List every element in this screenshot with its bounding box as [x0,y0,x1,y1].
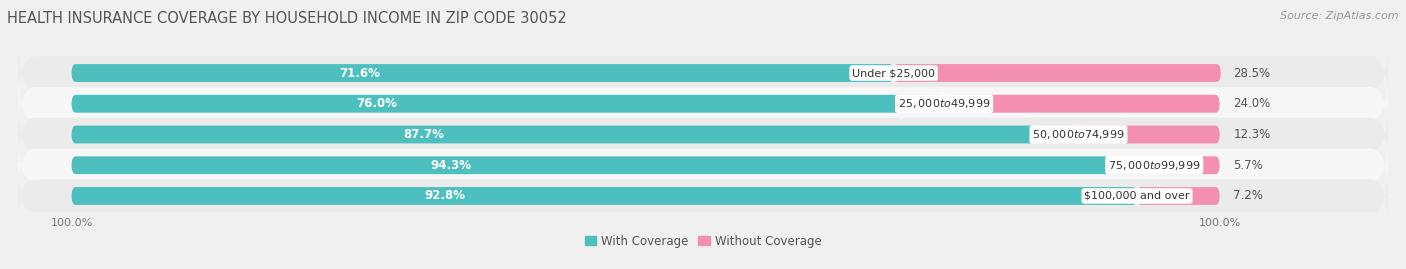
Text: 28.5%: 28.5% [1233,66,1271,80]
FancyBboxPatch shape [18,74,1388,133]
Text: $75,000 to $99,999: $75,000 to $99,999 [1108,159,1201,172]
Text: 100.0%: 100.0% [51,218,93,228]
Text: 87.7%: 87.7% [404,128,444,141]
FancyBboxPatch shape [72,64,894,82]
Text: 7.2%: 7.2% [1233,189,1264,203]
Text: 5.7%: 5.7% [1233,159,1263,172]
FancyBboxPatch shape [1154,156,1220,174]
FancyBboxPatch shape [18,167,1388,225]
FancyBboxPatch shape [18,44,1388,102]
FancyBboxPatch shape [1137,187,1220,205]
FancyBboxPatch shape [894,64,1220,82]
FancyBboxPatch shape [18,136,1388,195]
Text: 24.0%: 24.0% [1233,97,1271,110]
Legend: With Coverage, Without Coverage: With Coverage, Without Coverage [579,230,827,253]
FancyBboxPatch shape [945,95,1220,113]
Text: $25,000 to $49,999: $25,000 to $49,999 [898,97,990,110]
Text: $50,000 to $74,999: $50,000 to $74,999 [1032,128,1125,141]
Text: 100.0%: 100.0% [1198,218,1241,228]
FancyBboxPatch shape [18,105,1388,164]
Text: Under $25,000: Under $25,000 [852,68,935,78]
Text: 12.3%: 12.3% [1233,128,1271,141]
FancyBboxPatch shape [72,156,1154,174]
FancyBboxPatch shape [72,95,945,113]
Text: 76.0%: 76.0% [357,97,398,110]
Text: 92.8%: 92.8% [425,189,465,203]
FancyBboxPatch shape [72,126,1078,143]
Text: 71.6%: 71.6% [339,66,380,80]
Text: HEALTH INSURANCE COVERAGE BY HOUSEHOLD INCOME IN ZIP CODE 30052: HEALTH INSURANCE COVERAGE BY HOUSEHOLD I… [7,11,567,26]
Text: $100,000 and over: $100,000 and over [1084,191,1189,201]
Text: 94.3%: 94.3% [430,159,471,172]
FancyBboxPatch shape [72,187,1137,205]
FancyBboxPatch shape [1078,126,1220,143]
Text: Source: ZipAtlas.com: Source: ZipAtlas.com [1281,11,1399,21]
